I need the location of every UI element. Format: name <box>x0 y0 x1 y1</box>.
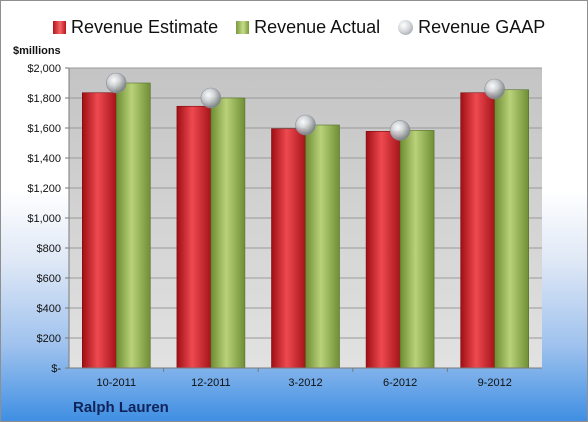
legend-item-estimate: Revenue Estimate <box>53 17 218 38</box>
bar-revenue-estimate <box>365 131 401 369</box>
x-tick-label: 10-2011 <box>97 377 137 389</box>
bar-revenue-estimate <box>271 128 306 369</box>
bar-revenue-estimate <box>176 105 212 369</box>
marker-revenue-gaap <box>389 120 411 141</box>
legend-label-gaap: Revenue GAAP <box>418 17 546 37</box>
bar-revenue-actual <box>116 82 151 369</box>
y-tick-label: $800 <box>37 243 61 255</box>
y-tick-label: $1,000 <box>27 213 61 225</box>
marker-revenue-gaap <box>200 87 222 109</box>
bar-revenue-actual <box>210 97 246 369</box>
y-tick-label: $- <box>51 363 61 375</box>
x-tick-label: 3-2012 <box>288 377 322 389</box>
y-tick-label: $2,000 <box>27 63 61 75</box>
x-tick-label: 6-2012 <box>383 377 417 389</box>
company-name: Ralph Lauren <box>73 399 169 416</box>
legend-swatch-estimate <box>53 21 66 34</box>
legend-item-actual: Revenue Actual <box>236 17 380 38</box>
legend-marker-gaap <box>398 20 414 35</box>
y-tick-label: $200 <box>37 333 61 345</box>
marker-revenue-gaap <box>484 78 506 100</box>
y-tick-label: $1,200 <box>27 183 61 195</box>
bar-revenue-actual <box>399 130 435 369</box>
y-tick-label: $600 <box>37 273 61 285</box>
y-tick-label: $400 <box>37 303 61 315</box>
bar-revenue-actual <box>494 89 530 369</box>
y-tick-label: $1,800 <box>27 93 61 105</box>
y-tick-label: $1,600 <box>27 123 61 135</box>
marker-revenue-gaap <box>295 114 316 136</box>
marker-revenue-gaap <box>106 72 127 94</box>
bar-revenue-estimate <box>460 92 496 369</box>
y-axis-units-label: $millions <box>13 45 61 57</box>
legend-item-gaap: Revenue GAAP <box>398 17 545 38</box>
bar-revenue-estimate <box>82 92 117 369</box>
legend-label-estimate: Revenue Estimate <box>71 17 219 37</box>
y-tick-label: $1,400 <box>27 153 61 165</box>
x-tick-label: 12-2011 <box>191 377 231 389</box>
legend-swatch-actual <box>236 21 250 34</box>
legend: Revenue Estimate Revenue Actual Revenue … <box>53 17 563 38</box>
legend-label-actual: Revenue Actual <box>254 17 381 37</box>
x-tick-label: 9-2012 <box>478 377 512 389</box>
bar-revenue-actual <box>305 124 340 369</box>
